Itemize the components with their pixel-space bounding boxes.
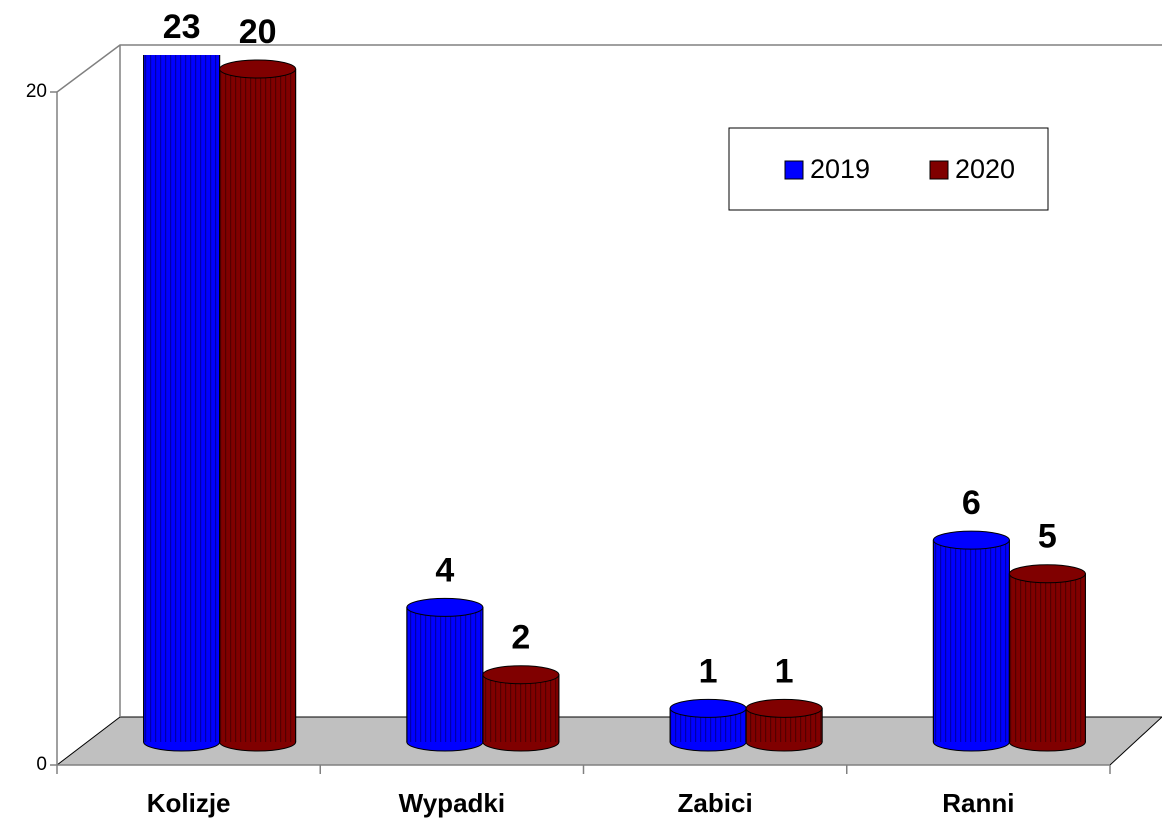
bar bbox=[482, 665, 560, 752]
data-label: 5 bbox=[1038, 518, 1057, 556]
x-tick-label: Wypadki bbox=[399, 788, 505, 818]
bar-stripes bbox=[483, 674, 559, 742]
bar-top bbox=[1008, 564, 1086, 584]
data-label: 1 bbox=[699, 652, 718, 690]
bar bbox=[143, 55, 221, 752]
bar bbox=[745, 698, 823, 752]
bar-stripes bbox=[144, 55, 220, 743]
x-tick-label: Kolizje bbox=[147, 788, 231, 818]
legend-swatch bbox=[784, 160, 804, 180]
bar-top bbox=[406, 597, 484, 617]
legend-label: 2019 bbox=[810, 154, 870, 184]
bar-stripes bbox=[1009, 573, 1085, 742]
data-label: 2 bbox=[511, 619, 530, 657]
legend bbox=[728, 127, 1049, 211]
legend-swatch bbox=[929, 160, 949, 180]
bar bbox=[406, 597, 484, 752]
bar-stripes bbox=[407, 607, 483, 742]
bar-stripes bbox=[220, 69, 296, 742]
x-tick-label: Ranni bbox=[942, 788, 1014, 818]
bars bbox=[143, 55, 1086, 752]
data-label: 23 bbox=[163, 8, 201, 46]
bar bbox=[669, 698, 747, 752]
y-tick-label: 0 bbox=[36, 754, 47, 775]
legend-label: 2020 bbox=[955, 154, 1015, 184]
bar bbox=[932, 530, 1010, 752]
y-tick-label: 20 bbox=[26, 81, 47, 102]
bar bbox=[219, 59, 297, 752]
data-label: 4 bbox=[435, 551, 454, 589]
bar-top bbox=[482, 665, 560, 685]
bar-top bbox=[932, 530, 1010, 550]
bar-top bbox=[219, 59, 297, 79]
data-label: 6 bbox=[962, 484, 981, 522]
bar-top bbox=[669, 698, 747, 718]
bar bbox=[1008, 564, 1086, 752]
data-label: 1 bbox=[775, 652, 794, 690]
bar-stripes bbox=[933, 540, 1009, 742]
bar-top bbox=[745, 698, 823, 718]
data-label: 20 bbox=[239, 13, 277, 51]
x-tick-label: Zabici bbox=[678, 788, 753, 818]
wall bbox=[56, 44, 1162, 765]
